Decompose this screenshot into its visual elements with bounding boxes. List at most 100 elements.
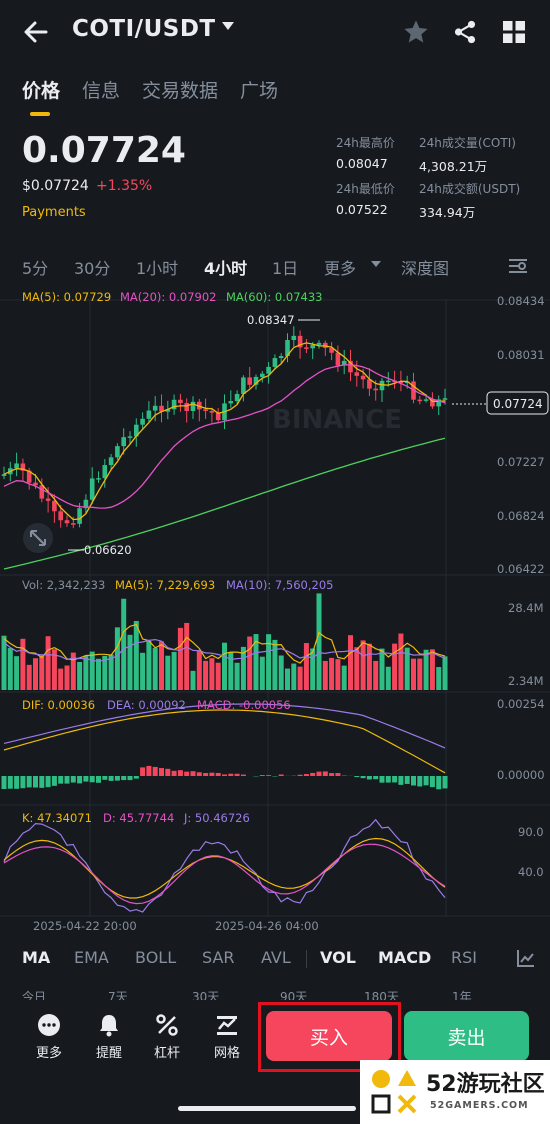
sell-button[interactable]: 卖出 bbox=[404, 1011, 529, 1061]
period-item[interactable]: 今日 bbox=[22, 990, 47, 1000]
volume-bar bbox=[51, 649, 57, 690]
macd-bar bbox=[442, 776, 448, 789]
macd-bar bbox=[228, 773, 234, 776]
macd-bar bbox=[379, 776, 385, 783]
indicator-boll[interactable]: BOLL bbox=[135, 948, 177, 967]
macd-bar bbox=[322, 771, 328, 776]
macd-bar bbox=[329, 773, 335, 776]
dea-legend: DEA: 0.00092 bbox=[107, 698, 186, 712]
volume-bar bbox=[348, 635, 353, 690]
indicator-avl[interactable]: AVL bbox=[261, 948, 291, 967]
candle-body bbox=[360, 375, 366, 380]
indicator-bar: MA EMA BOLL SAR AVL VOL MACD RSI bbox=[0, 948, 550, 974]
volume-bar bbox=[360, 640, 366, 690]
interval-1h[interactable]: 1小时 bbox=[136, 259, 179, 278]
volume-bar bbox=[392, 643, 398, 690]
period-item[interactable]: 30天 bbox=[192, 990, 220, 1000]
usd-price: $0.07724 bbox=[22, 178, 89, 194]
interval-more[interactable]: 更多 bbox=[324, 259, 357, 278]
expand-icon[interactable] bbox=[23, 523, 53, 553]
macd-bar bbox=[102, 776, 108, 780]
volume-bar bbox=[58, 668, 64, 690]
grid-icon[interactable] bbox=[502, 20, 526, 44]
dif-line bbox=[3, 709, 446, 774]
period-item[interactable]: 90天 bbox=[280, 990, 308, 1000]
macd-bar bbox=[45, 776, 51, 788]
tab-trading-data[interactable]: 交易数据 bbox=[142, 80, 219, 102]
more-chevron-icon[interactable] bbox=[370, 259, 382, 269]
indicator-ema[interactable]: EMA bbox=[74, 948, 109, 967]
indicator-macd[interactable]: MACD bbox=[378, 948, 432, 967]
candle-body bbox=[310, 344, 315, 349]
share-icon[interactable] bbox=[452, 18, 478, 46]
volume-bar bbox=[429, 649, 435, 690]
period-item[interactable]: 7天 bbox=[108, 990, 128, 1000]
volume-bar bbox=[33, 658, 38, 690]
candle-body bbox=[423, 399, 429, 401]
interval-30m[interactable]: 30分 bbox=[74, 259, 111, 278]
payments-link[interactable]: Payments bbox=[22, 205, 86, 220]
indicator-vol[interactable]: VOL bbox=[320, 948, 356, 967]
macd-bar bbox=[203, 773, 209, 776]
k-legend: K: 47.34071 bbox=[22, 811, 92, 825]
macd-bar bbox=[411, 776, 416, 786]
pair-title[interactable]: COTI/USDT bbox=[72, 16, 216, 42]
macd-bar bbox=[51, 776, 57, 786]
volume-bar bbox=[121, 598, 127, 690]
interval-5m[interactable]: 5分 bbox=[22, 259, 49, 278]
candle-body bbox=[417, 399, 423, 402]
chevron-down-icon[interactable] bbox=[222, 22, 234, 30]
volume-bar bbox=[417, 658, 423, 690]
grid-label: 网格 bbox=[213, 1046, 240, 1061]
macd-bar bbox=[429, 776, 435, 788]
volume-bar bbox=[152, 648, 158, 690]
volume-bar bbox=[7, 648, 13, 690]
candle-body bbox=[146, 410, 152, 419]
chart-watermark: BINANCE bbox=[272, 405, 402, 435]
leverage-button[interactable]: 杠杆 bbox=[142, 1012, 192, 1061]
interval-1d[interactable]: 1日 bbox=[272, 259, 299, 278]
time-label: 2025-04-22 20:00 bbox=[33, 919, 137, 933]
candle-body bbox=[115, 446, 120, 458]
period-item[interactable]: 180天 bbox=[364, 990, 399, 1000]
macd-bar bbox=[222, 774, 227, 776]
chart-edit-icon[interactable] bbox=[516, 948, 536, 968]
macd-bar bbox=[398, 776, 404, 785]
alert-button[interactable]: 提醒 bbox=[84, 1012, 134, 1061]
volume-bar bbox=[108, 654, 114, 690]
volume-bar bbox=[228, 652, 234, 690]
kdj-lines bbox=[3, 818, 446, 913]
candle-body bbox=[316, 342, 322, 345]
indicator-sar[interactable]: SAR bbox=[202, 948, 235, 967]
volume-bar bbox=[297, 666, 303, 690]
more-button[interactable]: 更多 bbox=[24, 1012, 74, 1061]
star-icon[interactable] bbox=[402, 18, 430, 46]
macd-bar bbox=[159, 768, 164, 776]
volume-bars bbox=[1, 593, 448, 690]
candle-body bbox=[127, 436, 133, 438]
candle-body bbox=[228, 401, 234, 404]
tab-info[interactable]: 信息 bbox=[82, 80, 121, 102]
indicator-rsi[interactable]: RSI bbox=[451, 948, 477, 967]
vol-coti-value: 4,308.21万 bbox=[419, 159, 488, 174]
chart-settings-icon[interactable] bbox=[508, 257, 528, 275]
tab-price[interactable]: 价格 bbox=[22, 80, 61, 102]
depth-chart-tab[interactable]: 深度图 bbox=[401, 259, 450, 278]
macd-bar bbox=[133, 776, 139, 779]
tab-square[interactable]: 广场 bbox=[240, 80, 279, 102]
macd-bar bbox=[58, 776, 64, 784]
grid-trading-button[interactable]: 网格 bbox=[202, 1012, 252, 1061]
volume-bar bbox=[215, 662, 221, 690]
volume-bar bbox=[96, 658, 101, 690]
macd-bar bbox=[26, 776, 32, 788]
macd-bar bbox=[127, 776, 133, 781]
low-marker: 0.06620 bbox=[84, 543, 132, 557]
volume-bar bbox=[423, 649, 429, 690]
indicator-ma[interactable]: MA bbox=[22, 948, 51, 967]
buy-button[interactable]: 买入 bbox=[266, 1011, 392, 1061]
interval-4h[interactable]: 4小时 bbox=[204, 259, 248, 278]
kline-chart[interactable]: BINANCE MA(5): 0.07729 MA(20): 0.07902 M… bbox=[0, 280, 550, 940]
arrow-left-icon[interactable] bbox=[20, 16, 52, 48]
period-item[interactable]: 1年 bbox=[452, 990, 472, 1000]
volume-bar bbox=[26, 664, 32, 690]
